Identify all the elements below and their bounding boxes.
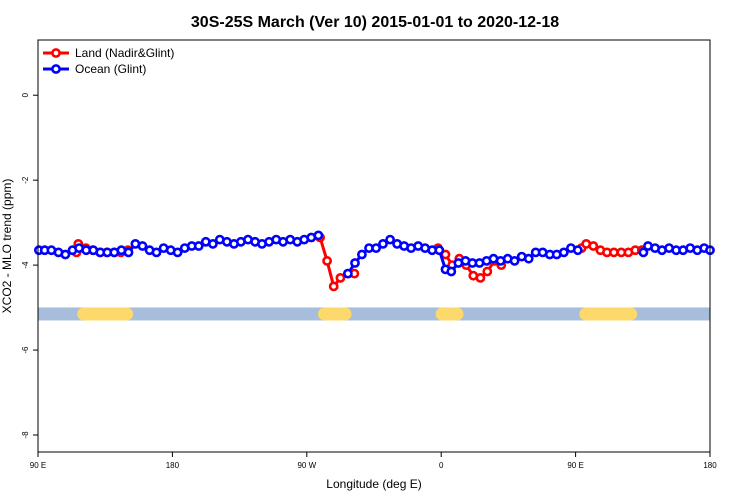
plot-frame	[37, 39, 711, 453]
data-point	[335, 272, 346, 283]
data-point	[322, 255, 332, 266]
data-point	[313, 230, 324, 241]
data-point	[482, 266, 493, 277]
legend-label: Land (Nadir&Glint)	[75, 46, 174, 60]
chart-title: 30S-25S March (Ver 10) 2015-01-01 to 202…	[191, 14, 559, 31]
data-point	[434, 245, 445, 256]
y-tick-label: -8	[21, 431, 30, 439]
data-point	[123, 247, 134, 258]
y-tick-label: 0	[21, 92, 30, 97]
data-point	[523, 253, 534, 264]
data-point	[572, 245, 583, 256]
legend-marker	[51, 48, 61, 58]
x-tick-label: 90 E	[567, 461, 583, 470]
land-band-segment	[77, 307, 134, 321]
y-tick-label: -6	[21, 346, 30, 354]
y-axis: 0 -2 -4 -6 -8	[21, 92, 38, 439]
data-point	[193, 241, 204, 251]
data-point	[475, 272, 486, 283]
data-point	[385, 234, 395, 245]
data-point	[151, 247, 162, 258]
data-point	[638, 247, 649, 258]
x-axis: 90 E 180 90 W 0 90 E 180	[30, 452, 717, 470]
x-tick-label: 180	[166, 461, 180, 470]
data-point	[350, 258, 360, 268]
data-point	[172, 247, 183, 258]
data-point	[446, 266, 457, 277]
legend-item: Land (Nadir&Glint)	[43, 46, 174, 60]
surface-type-band	[38, 307, 710, 321]
data-point	[137, 241, 148, 251]
x-tick-label: 90 W	[297, 461, 316, 470]
data-point	[378, 238, 388, 249]
legend: Land (Nadir&Glint) Ocean (Glint)	[43, 46, 174, 76]
land-band-segment	[579, 307, 638, 321]
legend-label: Ocean (Glint)	[75, 62, 146, 76]
x-axis-label: Longitude (deg E)	[326, 477, 421, 491]
series-layer	[34, 230, 715, 292]
y-tick-label: -4	[21, 261, 30, 269]
legend-marker	[51, 64, 61, 74]
x-tick-label: 0	[439, 461, 444, 470]
data-point	[207, 238, 218, 249]
y-tick-label: -2	[21, 176, 30, 184]
series-line	[437, 246, 503, 280]
series-ocean	[34, 230, 715, 279]
data-point	[328, 281, 339, 292]
x-tick-label: 180	[703, 461, 717, 470]
land-band-segment	[318, 307, 352, 321]
data-point	[60, 249, 71, 260]
ocean-band	[38, 307, 710, 321]
legend-item: Ocean (Glint)	[43, 62, 146, 76]
data-point	[509, 255, 520, 266]
x-tick-label: 90 E	[30, 461, 46, 470]
y-axis-label: XCO2 - MLO trend (ppm)	[0, 179, 14, 314]
data-point	[588, 241, 599, 251]
data-point	[558, 247, 569, 258]
land-band-segment	[435, 307, 464, 321]
data-point	[371, 243, 381, 253]
data-point	[356, 249, 367, 260]
data-point	[342, 268, 353, 279]
